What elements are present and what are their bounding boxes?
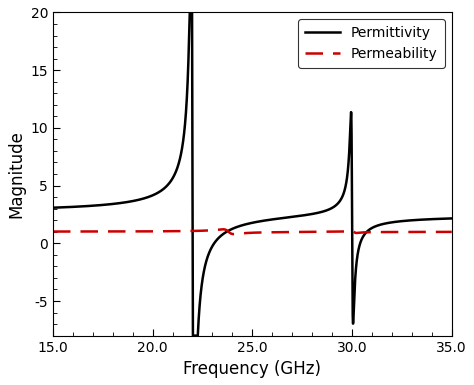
Permeability — [239, 231, 245, 236]
Permeability — [220, 227, 226, 231]
Permittivity — [149, 193, 155, 198]
Legend: Permittivity, Permeability: Permittivity, Permeability — [298, 19, 445, 68]
Y-axis label: Magnitude: Magnitude — [7, 130, 25, 218]
Permeability — [423, 229, 429, 234]
Permeability — [50, 229, 56, 234]
Permittivity — [423, 217, 429, 222]
Permittivity — [449, 216, 455, 221]
Permeability — [292, 230, 297, 234]
Permittivity — [239, 223, 245, 228]
Permeability — [231, 232, 237, 236]
Permeability — [336, 229, 341, 234]
Permittivity — [50, 205, 56, 210]
X-axis label: Frequency (GHz): Frequency (GHz) — [183, 360, 321, 378]
Permittivity — [336, 201, 341, 205]
Permittivity — [306, 212, 312, 217]
Permittivity — [190, 333, 196, 338]
Permittivity — [292, 214, 297, 219]
Permeability — [149, 229, 155, 234]
Line: Permeability: Permeability — [53, 229, 452, 234]
Permittivity — [187, 10, 192, 15]
Line: Permittivity: Permittivity — [53, 12, 452, 336]
Permeability — [306, 229, 312, 234]
Permeability — [449, 229, 455, 234]
